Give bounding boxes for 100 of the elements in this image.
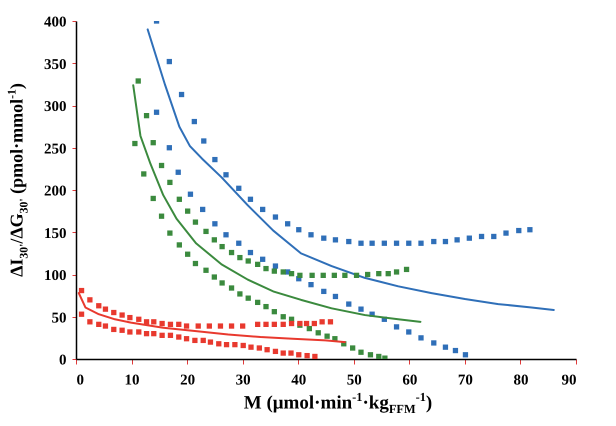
point: [144, 112, 150, 118]
point: [127, 314, 133, 320]
point: [320, 272, 326, 278]
point: [151, 331, 156, 336]
point: [185, 252, 190, 257]
point: [272, 322, 277, 327]
point: [386, 271, 391, 276]
point: [406, 240, 412, 246]
point: [382, 240, 387, 246]
point: [431, 238, 436, 244]
point: [255, 300, 260, 306]
point: [332, 272, 337, 278]
point: [321, 288, 326, 294]
point: [185, 208, 190, 214]
point: [240, 323, 246, 329]
point: [78, 312, 84, 317]
point: [285, 221, 290, 226]
point: [240, 342, 246, 348]
point: [166, 145, 172, 150]
x-tick-label: 70: [458, 372, 473, 388]
point: [365, 272, 370, 278]
point: [256, 345, 262, 351]
point: [321, 236, 326, 241]
point: [263, 304, 269, 310]
point: [119, 328, 125, 333]
point: [159, 332, 165, 338]
y-tick-label: 0: [59, 352, 66, 368]
point: [154, 110, 160, 115]
point: [324, 334, 330, 339]
point: [168, 322, 174, 327]
point: [462, 352, 468, 358]
point: [316, 330, 321, 336]
x-tick-label: 10: [124, 372, 140, 388]
point: [212, 274, 217, 280]
point: [280, 314, 286, 320]
point: [346, 301, 352, 307]
point: [288, 271, 294, 276]
point: [167, 180, 173, 186]
point: [96, 303, 102, 308]
point: [158, 214, 164, 219]
point: [196, 323, 201, 329]
line-series: [132, 84, 422, 323]
point: [119, 312, 125, 318]
point: [368, 352, 374, 358]
point: [296, 227, 302, 232]
point: [111, 310, 116, 316]
point: [201, 138, 206, 144]
point: [376, 271, 382, 276]
point: [224, 342, 230, 348]
point: [132, 140, 138, 146]
y-tick-label: 100: [44, 268, 66, 284]
point: [237, 254, 243, 260]
point: [176, 322, 182, 327]
point: [260, 206, 266, 212]
point: [308, 232, 314, 238]
point: [136, 78, 141, 84]
point: [304, 352, 310, 358]
point: [369, 240, 375, 246]
point: [87, 297, 93, 302]
point: [150, 196, 156, 202]
point: [212, 221, 218, 226]
x-tick-label: 60: [402, 372, 418, 388]
point: [491, 234, 496, 240]
point: [246, 296, 251, 301]
y-tick-label: 200: [44, 184, 66, 200]
point: [216, 341, 222, 346]
point: [102, 306, 108, 312]
point: [358, 306, 364, 312]
point: [236, 186, 242, 191]
point: [272, 268, 277, 274]
line-series: [146, 28, 555, 311]
point: [332, 237, 338, 242]
x-tick-label: 40: [291, 372, 306, 388]
point: [406, 329, 412, 335]
point: [111, 326, 116, 332]
point: [394, 240, 400, 246]
point: [280, 269, 286, 275]
point: [237, 291, 243, 297]
point: [184, 336, 190, 342]
point: [442, 344, 448, 350]
point: [219, 244, 225, 250]
point: [354, 272, 360, 278]
point: [328, 319, 334, 324]
point: [350, 345, 356, 351]
point: [454, 237, 460, 242]
point: [248, 344, 254, 350]
point: [263, 322, 269, 327]
point: [309, 272, 315, 278]
point: [136, 329, 142, 335]
point: [264, 347, 270, 352]
point: [200, 338, 206, 344]
point: [260, 256, 266, 262]
point: [358, 350, 364, 355]
y-tick-label: 300: [44, 99, 66, 115]
point: [297, 272, 303, 278]
x-tick-label: 0: [76, 372, 84, 388]
point: [223, 232, 229, 238]
point: [223, 172, 229, 178]
point: [466, 236, 472, 241]
point: [144, 319, 150, 324]
